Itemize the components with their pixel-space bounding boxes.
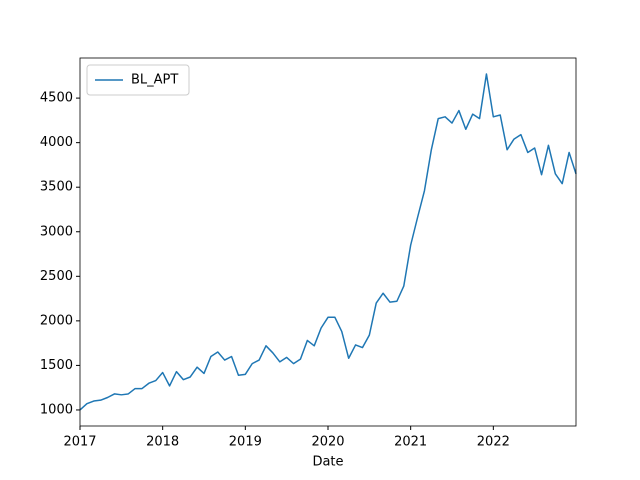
axes-frame: [79, 57, 577, 427]
legend-box: [86, 64, 190, 96]
x-tick-label: 2022: [477, 435, 510, 450]
y-tick-label: 3000: [40, 224, 73, 239]
legend: BL_APT: [86, 64, 190, 96]
y-tick-label: 3500: [40, 180, 73, 195]
y-tick-label: 1500: [40, 358, 73, 373]
x-tick-label: 2019: [229, 435, 262, 450]
legend-label: BL_APT: [131, 73, 178, 88]
y-tick-label: 4000: [40, 135, 73, 150]
data-line: [79, 73, 577, 411]
y-tick-label: 2500: [40, 269, 73, 284]
y-tick-label: 2000: [40, 313, 73, 328]
x-tick-label: 2021: [394, 435, 427, 450]
x-tick-label: 2018: [146, 435, 179, 450]
x-axis-label: Date: [312, 455, 343, 470]
y-tick-label: 1000: [40, 402, 73, 417]
y-tick-label: 4500: [40, 91, 73, 106]
x-tick-label: 2020: [311, 435, 344, 450]
x-tick-label: 2017: [63, 435, 96, 450]
